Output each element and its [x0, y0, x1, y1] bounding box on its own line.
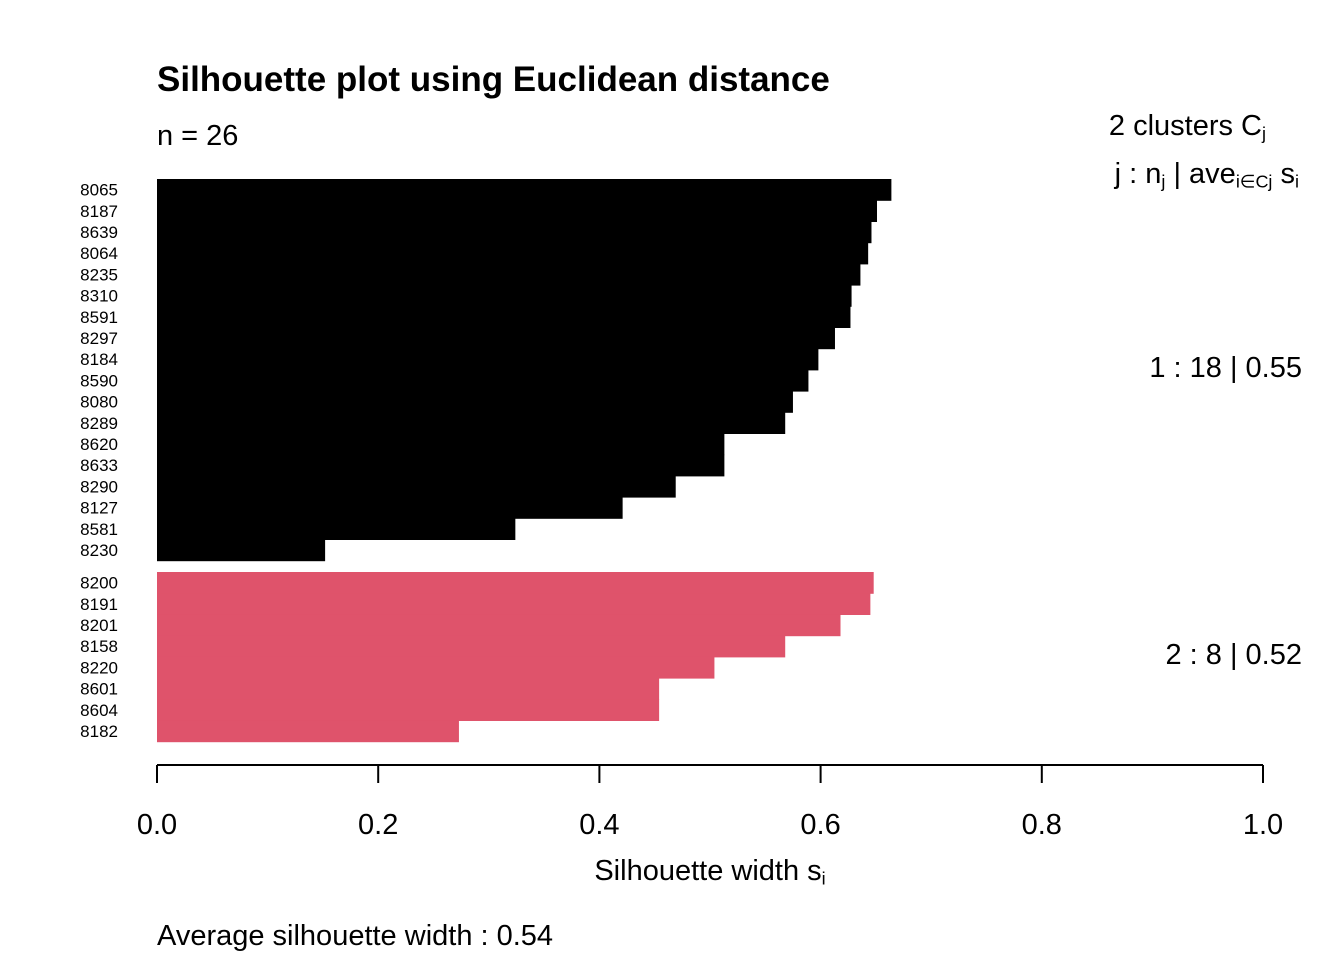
- silhouette-bar-8191: [157, 593, 871, 615]
- average-silhouette-width: Average silhouette width : 0.54: [157, 920, 554, 952]
- silhouette-bar-8127: [157, 497, 623, 519]
- silhouette-bar-8590: [157, 369, 809, 392]
- row-label-8127: 8127: [80, 499, 118, 518]
- row-label-8065: 8065: [80, 181, 118, 200]
- x-axis-title-sub: i: [821, 868, 826, 889]
- x-tick-label-5: 1.0: [1243, 809, 1283, 841]
- row-label-8187: 8187: [80, 202, 118, 221]
- silhouette-bar-8633: [157, 454, 725, 477]
- row-label-8633: 8633: [80, 456, 118, 475]
- silhouette-bar-8187: [157, 200, 878, 222]
- row-label-8604: 8604: [80, 701, 118, 720]
- row-label-8182: 8182: [80, 722, 118, 741]
- x-tick-label-2: 0.4: [579, 809, 619, 841]
- silhouette-bar-8230: [157, 539, 326, 562]
- row-label-8639: 8639: [80, 223, 118, 242]
- row-label-8201: 8201: [80, 616, 118, 635]
- silhouette-bar-8297: [157, 327, 835, 350]
- legend-h2-sub3: i: [1295, 171, 1299, 192]
- silhouette-bar-8184: [157, 348, 819, 371]
- x-tick-label-4: 0.8: [1022, 809, 1062, 841]
- row-label-8184: 8184: [80, 350, 118, 369]
- silhouette-bar-8604: [157, 699, 660, 721]
- row-label-8158: 8158: [80, 637, 118, 656]
- silhouette-bar-8182: [157, 720, 459, 743]
- silhouette-bar-8290: [157, 475, 676, 498]
- x-axis-title: Silhouette width si: [0, 855, 1344, 889]
- row-label-8230: 8230: [80, 541, 118, 560]
- silhouette-bar-8601: [157, 678, 660, 700]
- row-label-8581: 8581: [80, 520, 118, 539]
- silhouette-bar-8591: [157, 306, 851, 328]
- row-label-8064: 8064: [80, 244, 118, 263]
- row-label-8200: 8200: [80, 574, 118, 593]
- x-axis-title-text: Silhouette width s: [594, 855, 822, 887]
- silhouette-bar-8080: [157, 391, 793, 413]
- silhouette-bar-8065: [157, 179, 892, 201]
- silhouette-bar-8200: [157, 572, 874, 594]
- row-label-8290: 8290: [80, 477, 118, 496]
- cluster-2-summary: 2 : 8 | 0.52: [1165, 638, 1302, 671]
- legend-h2-sub2: i∈Cj: [1235, 171, 1273, 192]
- silhouette-bar-8581: [157, 518, 516, 540]
- row-label-8220: 8220: [80, 658, 118, 677]
- cluster-1-summary: 1 : 18 | 0.55: [1149, 351, 1302, 384]
- legend-header-clusters: 2 clusters Cj: [1109, 110, 1266, 144]
- row-label-8289: 8289: [80, 414, 118, 433]
- x-tick-label-0: 0.0: [137, 809, 177, 841]
- legend-header-clusters-sub: j: [1262, 123, 1266, 144]
- legend-h2-c: s: [1272, 158, 1295, 190]
- row-label-8235: 8235: [80, 265, 118, 284]
- row-label-8601: 8601: [80, 680, 118, 699]
- silhouette-bar-8064: [157, 242, 869, 265]
- row-label-8590: 8590: [80, 371, 118, 390]
- silhouette-bar-8220: [157, 656, 715, 679]
- row-label-8191: 8191: [80, 595, 118, 614]
- sample-size-label: n = 26: [157, 120, 239, 152]
- row-label-8620: 8620: [80, 435, 118, 454]
- row-label-8297: 8297: [80, 329, 118, 348]
- silhouette-bar-8158: [157, 635, 786, 658]
- legend-h2-a: j : n: [1114, 158, 1162, 190]
- chart-title: Silhouette plot using Euclidean distance: [157, 60, 830, 99]
- legend-header-clusters-text: 2 clusters C: [1108, 110, 1262, 142]
- silhouette-bar-8289: [157, 412, 786, 434]
- x-tick-label-3: 0.6: [800, 809, 840, 841]
- silhouette-bar-8310: [157, 285, 852, 307]
- silhouette-bar-8639: [157, 221, 872, 244]
- legend-h2-sub1: j: [1161, 171, 1166, 192]
- row-label-8310: 8310: [80, 287, 118, 306]
- row-label-8591: 8591: [80, 308, 118, 327]
- silhouette-bar-8201: [157, 614, 841, 637]
- silhouette-bar-8235: [157, 263, 861, 286]
- legend-h2-b: | ave: [1165, 158, 1236, 190]
- row-label-8080: 8080: [80, 393, 118, 412]
- silhouette-bar-8620: [157, 433, 725, 456]
- legend-header-columns: j : nj | avei∈Cj si: [1115, 158, 1299, 192]
- x-tick-label-1: 0.2: [358, 809, 398, 841]
